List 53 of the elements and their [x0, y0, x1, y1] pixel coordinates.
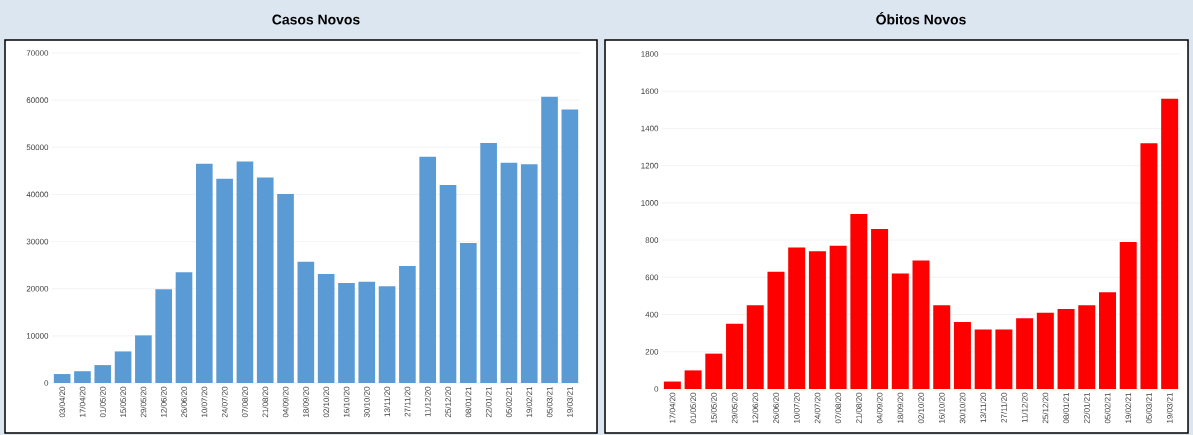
bar [480, 143, 497, 383]
bar [871, 228, 889, 389]
bar [829, 245, 847, 389]
bar [663, 381, 681, 389]
bar [726, 323, 744, 389]
bar [216, 178, 233, 383]
bar [746, 305, 764, 389]
bar [378, 286, 396, 383]
bar [1036, 312, 1054, 389]
bar [1140, 143, 1158, 389]
bar [541, 96, 558, 383]
bar [705, 353, 723, 389]
bar [1161, 98, 1179, 389]
bar [684, 370, 702, 389]
bar [1078, 305, 1096, 389]
bar [53, 374, 71, 383]
bar [317, 274, 335, 383]
bar [912, 260, 930, 389]
bar [1016, 318, 1034, 389]
bar [1119, 241, 1137, 389]
bar [195, 163, 213, 383]
bar [891, 273, 909, 389]
bar [297, 261, 315, 383]
bar [358, 281, 376, 383]
bar [256, 177, 274, 383]
bar [94, 365, 112, 383]
bar [114, 351, 132, 383]
bar [155, 289, 173, 383]
chart-title: Casos Novos [272, 14, 360, 25]
bar [439, 185, 457, 383]
bar [933, 305, 951, 389]
bar [74, 371, 91, 383]
bar [277, 193, 294, 383]
bar [850, 214, 868, 389]
bar [953, 322, 971, 389]
bar [419, 156, 437, 383]
chart-title: Óbitos Novos [876, 12, 966, 25]
bar [788, 247, 806, 389]
bar [995, 329, 1013, 389]
bar [561, 109, 579, 383]
bar [399, 266, 416, 383]
bar [500, 162, 518, 383]
bar [520, 164, 538, 383]
bar [236, 161, 254, 383]
bar [459, 242, 477, 383]
bar [1057, 308, 1075, 389]
bar [1099, 292, 1116, 389]
bar [767, 271, 785, 389]
bar [338, 283, 355, 383]
bar [135, 335, 152, 383]
bar [808, 251, 826, 389]
bar [974, 329, 992, 389]
bar [175, 272, 193, 383]
